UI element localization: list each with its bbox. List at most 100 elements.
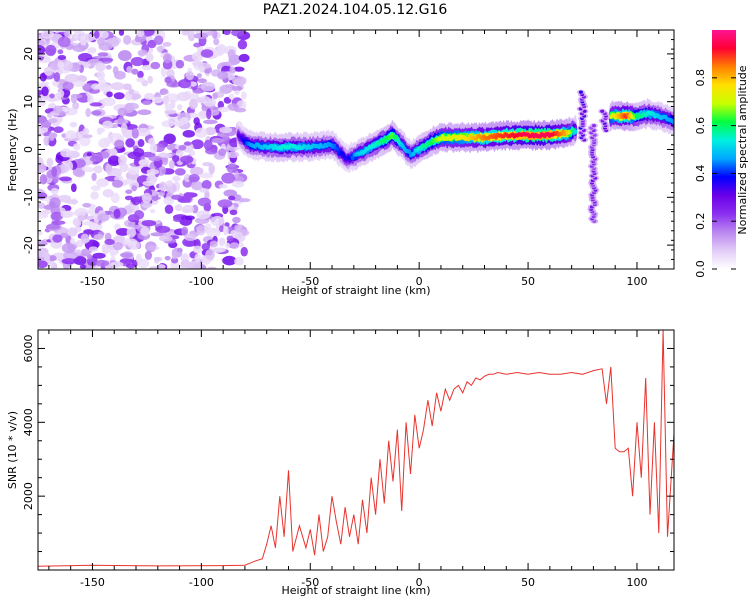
spectrogram-noise-blob [164, 255, 171, 261]
spectrogram-noise-blob [70, 93, 78, 104]
spectrogram-noise-blob [193, 245, 203, 254]
spectrogram-noise-blob [156, 264, 166, 269]
spectrogram-noise-blob [80, 233, 90, 244]
snr-x-tick-label: 50 [521, 576, 535, 589]
spectrogram-noise-blob [237, 39, 248, 50]
spectrogram-noise-blob [194, 127, 208, 139]
spectrogram-noise-blob [154, 35, 164, 46]
spectrogram-noise-blob [38, 192, 48, 200]
spectrogram-x-tick-label: -150 [80, 275, 105, 288]
spectrogram-noise-blob [229, 66, 235, 74]
spectrogram-noise-blob [166, 180, 174, 187]
spectrogram-noise-blob [158, 235, 173, 242]
spectrogram-noise-blob [196, 73, 202, 78]
spectrogram-noise-blob [171, 194, 183, 200]
spectrogram-noise-blob [47, 118, 58, 124]
spectrogram-noise-blob [74, 31, 87, 42]
spectrogram-noise-blob [233, 66, 245, 72]
spectrogram-noise-blob [212, 92, 218, 100]
spectrogram-noise-blob [164, 76, 172, 84]
snr-x-tick-label: -100 [189, 576, 214, 589]
spectrogram-noise-blob [48, 132, 55, 142]
spectrogram-noise-blob [189, 166, 204, 176]
spectrogram-noise-blob [72, 101, 80, 110]
spectrogram-noise-blob [96, 178, 109, 188]
spectrogram-noise-blob [47, 97, 58, 102]
spectrogram-noise-blob [176, 247, 183, 253]
spectrogram-noise-blob [173, 121, 185, 127]
spectrogram-x-tick-label: 0 [416, 275, 423, 288]
spectrogram-x-tick-label: -100 [189, 275, 214, 288]
spectrogram-noise-blob [163, 133, 176, 145]
spectrogram-noise-blob [82, 166, 95, 173]
snr-x-tick-label: -150 [80, 576, 105, 589]
spectrogram-noise-blob [87, 47, 97, 54]
spectrogram-noise-blob [82, 134, 93, 139]
spectrogram-noise-blob [38, 239, 48, 247]
spectrogram-noise-blob [225, 242, 231, 249]
spectrogram-noise-blob [231, 85, 243, 92]
colorbar-tick-label: 0.6 [694, 117, 707, 135]
spectrogram-noise-blob [125, 138, 135, 148]
spectrogram-noise-blob [183, 192, 193, 203]
spectrogram-noise-blob [73, 143, 81, 151]
spectrogram-noise-blob [210, 215, 225, 227]
spectrogram-noise-blob [185, 71, 195, 81]
spectrogram-noise-blob [88, 246, 99, 252]
colorbar-label: Normalized spectral amplitude [736, 65, 749, 234]
spectrogram-noise-blob [217, 71, 229, 80]
spectrogram-noise-blob [222, 255, 237, 266]
spectrogram-ridge-cell [407, 149, 411, 154]
spectrogram-noise-blob [107, 155, 121, 167]
spectrogram-noise-blob [164, 103, 173, 111]
spectrogram-noise-blob [218, 184, 228, 189]
spectrogram-ridge-cell [573, 129, 578, 135]
spectrogram-noise-blob [137, 49, 148, 56]
spectrogram-noise-blob [218, 148, 227, 156]
spectrogram-noise-blob [197, 78, 207, 84]
spectrogram-noise-blob [131, 127, 139, 139]
spectrogram-noise-blob [64, 30, 72, 38]
spectrogram-x-axis-label: Height of straight line (km) [281, 284, 430, 297]
spectrogram-noise-blob [234, 257, 244, 266]
spectrogram-noise-blob [201, 243, 210, 251]
spectrogram-noise-blob [50, 187, 59, 195]
spectrogram-noise-blob [72, 44, 87, 53]
spectrogram-noise-blob [206, 108, 212, 120]
spectrogram-noise-blob [222, 225, 229, 236]
spectrogram-noise-blob [120, 252, 133, 258]
snr-x-axis-label: Height of straight line (km) [281, 584, 430, 597]
spectrogram-noise-blob [145, 53, 154, 62]
snr-y-axis-label: SNR (10 * v/v) [6, 411, 19, 489]
spectrogram-noise-blob [105, 64, 112, 70]
spectrogram-noise-blob [102, 188, 114, 198]
spectrogram-noise-blob [177, 104, 183, 111]
spectrogram-noise-blob [112, 179, 124, 188]
spectrogram-noise-blob [38, 230, 43, 236]
spectrogram-ridge [236, 114, 578, 174]
spectrogram-noise-blob [92, 252, 106, 259]
spectrogram-noise-blob [63, 251, 78, 260]
spectrogram-noise-blob [200, 81, 216, 92]
spectrogram-noise-blob [141, 192, 152, 204]
spectrogram-noise-blob [162, 95, 169, 106]
spectrogram-noise-blob [96, 127, 103, 136]
spectrogram-ridge-cell [350, 155, 355, 161]
spectrogram-noise-blob [131, 185, 138, 192]
spectrogram-noise-blob [200, 49, 214, 58]
colorbar-ticks: 0.0 0.2 0.4 0.6 0.8 [694, 69, 736, 278]
spectrogram-noise-blob [178, 144, 187, 151]
spectrogram-noise-blob [106, 91, 113, 98]
spectrogram-noise-blob [60, 148, 72, 158]
snr-x-tick-label: -50 [301, 576, 319, 589]
spectrogram-noise-blob [150, 232, 165, 237]
spectrogram-noise-blob [198, 65, 206, 73]
spectrogram-noise-blob [231, 30, 245, 37]
spectrogram-noise-blob [137, 139, 145, 147]
spectrogram-noise-blob [238, 53, 250, 63]
spectrogram-noise-blob [61, 242, 76, 254]
spectrogram-noise-blob [141, 64, 153, 71]
spectrogram-noise-blob [57, 49, 64, 55]
spectrogram-noise-blob [87, 94, 94, 104]
